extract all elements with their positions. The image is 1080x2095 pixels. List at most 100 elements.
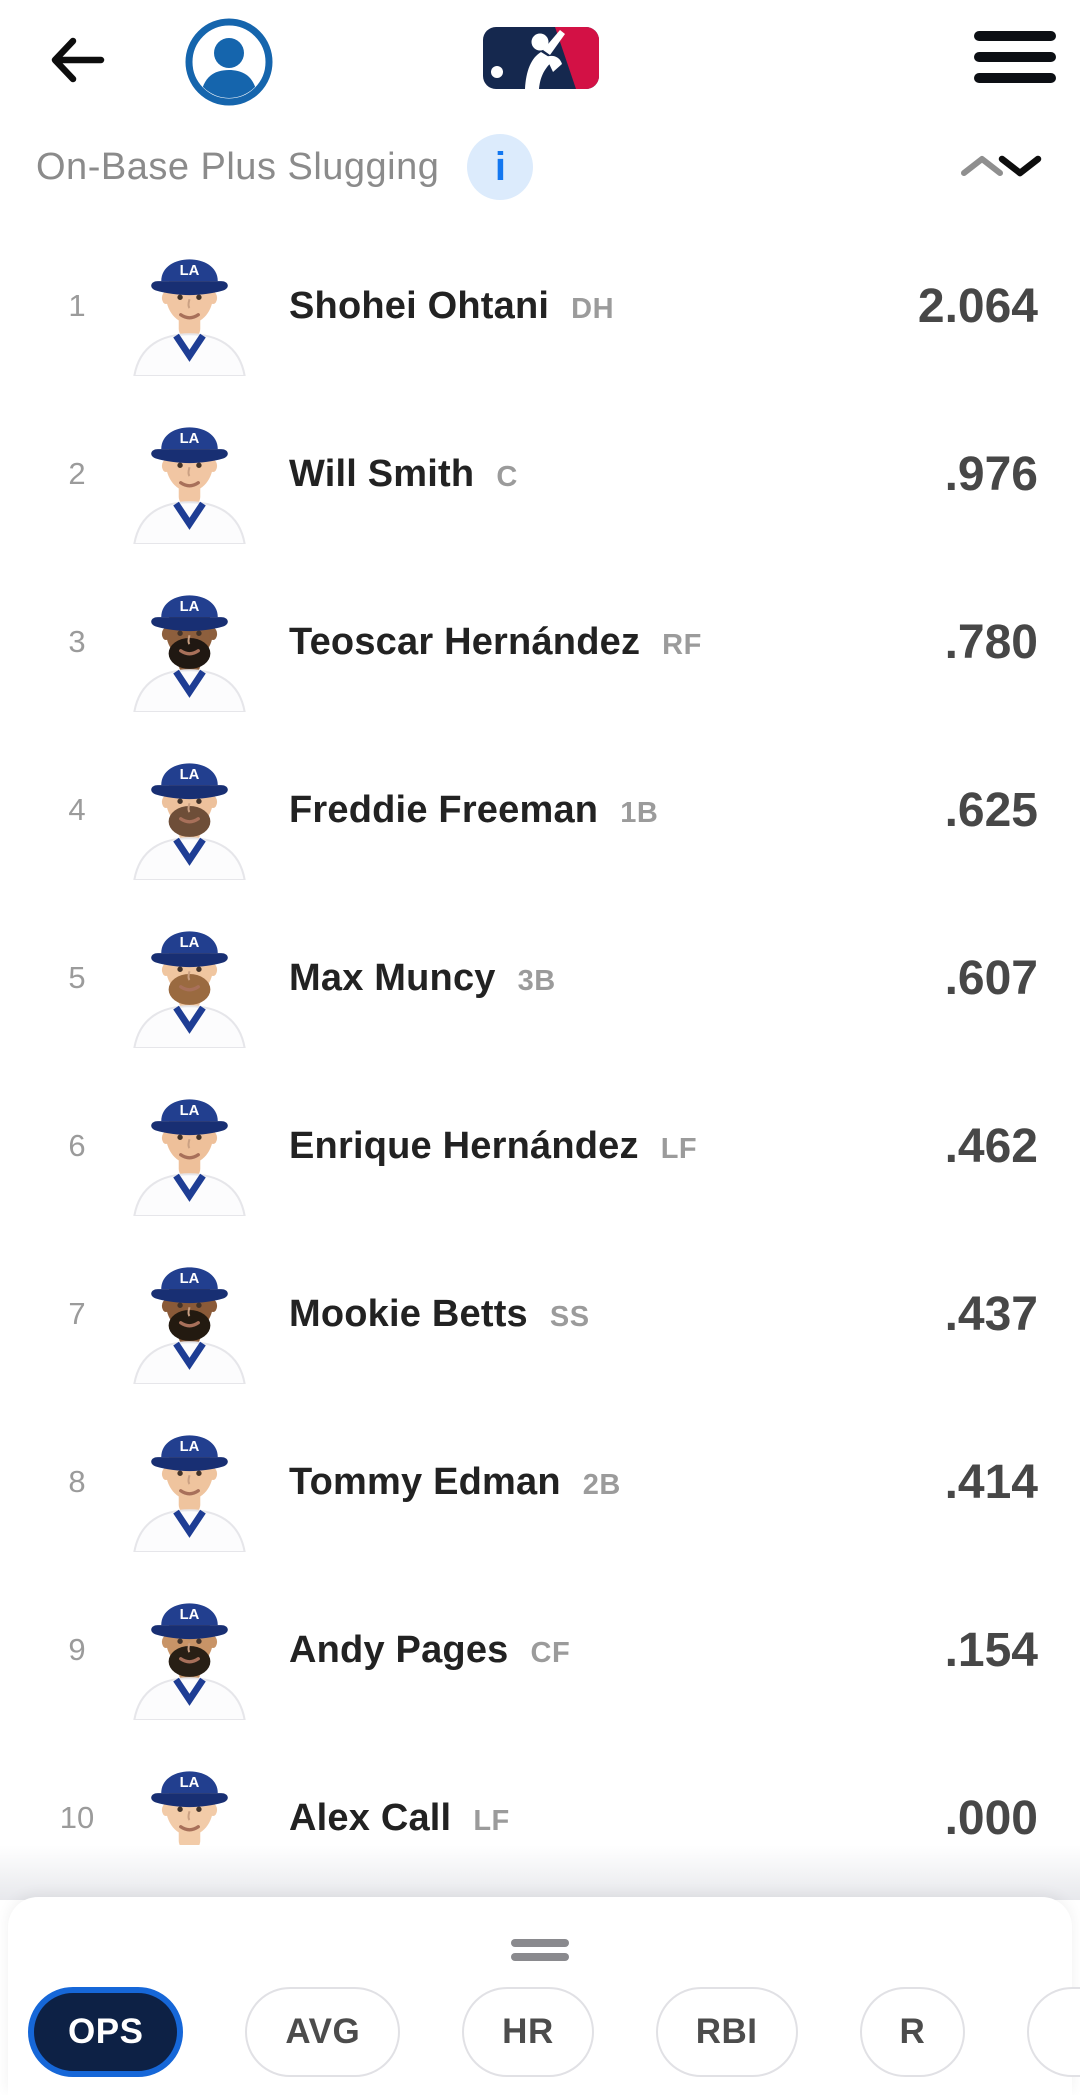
player-row[interactable]: 6 LA Enrique Hernández [0, 1062, 1080, 1230]
player-headshot: LA [122, 572, 257, 714]
stat-pill[interactable]: AVG [245, 1987, 401, 2077]
player-rank: 4 [68, 792, 86, 827]
player-name: Mookie Betts [289, 1292, 528, 1335]
stat-pill[interactable]: OPS [28, 1987, 184, 2077]
player-name: Enrique Hernández [289, 1124, 639, 1167]
svg-text:LA: LA [180, 1607, 200, 1623]
player-position: C [496, 460, 518, 493]
player-name: Alex Call [289, 1796, 452, 1839]
top-bar [0, 0, 1080, 118]
svg-text:LA: LA [180, 1439, 200, 1455]
chevron-down-icon [996, 155, 1044, 183]
info-icon: i [494, 144, 506, 189]
player-stat-value: .154 [944, 1623, 1038, 1677]
player-stat-value: .780 [944, 615, 1038, 669]
mlb-logo [483, 27, 599, 89]
player-row[interactable]: 4 LA Freddie Freeman [0, 726, 1080, 894]
player-headshot: LA [122, 404, 257, 546]
stat-title: On-Base Plus Slugging [36, 145, 440, 188]
player-rank: 3 [68, 624, 86, 659]
chevron-up-icon [958, 155, 1006, 183]
player-headshot: LA [122, 1076, 257, 1218]
stat-pill-label: R [899, 2012, 926, 2051]
player-headshot: LA [122, 236, 257, 378]
player-stat-value: .607 [944, 951, 1038, 1005]
player-name: Tommy Edman [289, 1460, 561, 1503]
player-name: Teoscar Hernández [289, 620, 641, 663]
bottom-sheet: OPS AVG HR RBI R [8, 1897, 1080, 2095]
stat-pills: OPS AVG HR RBI R [28, 1987, 1080, 2077]
player-rank: 2 [68, 456, 86, 491]
svg-text:LA: LA [180, 431, 200, 447]
player-stat-value: .625 [944, 783, 1038, 837]
player-headshot: LA [122, 908, 257, 1050]
player-position: CF [530, 1636, 571, 1669]
stat-pill[interactable]: RBI [655, 1987, 798, 2077]
svg-text:LA: LA [180, 1271, 200, 1287]
sort-control [958, 152, 1044, 183]
svg-text:LA: LA [180, 263, 200, 279]
menu-button[interactable] [974, 31, 1056, 83]
player-position: SS [549, 1300, 590, 1333]
player-stat-value: .414 [944, 1455, 1038, 1509]
player-stat-value: .976 [944, 447, 1038, 501]
drag-handle[interactable] [511, 1939, 569, 1961]
svg-text:LA: LA [180, 1775, 200, 1791]
stat-pill-label: AVG [285, 2012, 361, 2051]
player-headshot: LA [122, 1412, 257, 1554]
player-name: Shohei Ohtani [289, 284, 550, 327]
player-position: 2B [582, 1468, 621, 1501]
player-name: Andy Pages [289, 1628, 509, 1671]
arrow-left-icon [49, 37, 105, 87]
player-headshot: LA [122, 740, 257, 882]
player-rank: 6 [68, 1128, 86, 1163]
stat-pill-label: HR [502, 2012, 554, 2051]
player-rank: 9 [68, 1632, 86, 1667]
svg-text:LA: LA [180, 767, 200, 783]
player-row[interactable]: 7 LA Mookie Betts [0, 1230, 1080, 1398]
player-stat-value: .000 [944, 1791, 1038, 1845]
player-headshot: LA [122, 1244, 257, 1386]
player-rank: 7 [68, 1296, 86, 1331]
player-row[interactable]: 1 LA Shohei Ohtani [0, 222, 1080, 390]
player-stat-value: .462 [944, 1119, 1038, 1173]
profile-button[interactable] [185, 18, 273, 106]
player-name: Freddie Freeman [289, 788, 599, 831]
player-position: LF [473, 1804, 510, 1837]
svg-text:LA: LA [180, 935, 200, 951]
player-row[interactable]: 5 LA Max Muncy 3 [0, 894, 1080, 1062]
stat-pill-label: OPS [68, 2012, 144, 2051]
player-row[interactable]: 3 LA Teoscar Hernández [0, 558, 1080, 726]
player-position: 1B [620, 796, 659, 829]
player-position: RF [662, 628, 702, 661]
player-stat-value: .437 [944, 1287, 1038, 1341]
player-position: 3B [517, 964, 556, 997]
stat-pill[interactable]: R [859, 1987, 966, 2077]
back-button[interactable] [48, 36, 106, 86]
player-position: LF [660, 1132, 698, 1165]
info-button[interactable]: i [467, 134, 534, 200]
player-position: DH [571, 292, 615, 325]
stat-pill[interactable] [1027, 1987, 1080, 2077]
person-circle-icon [185, 18, 273, 109]
player-rank: 10 [59, 1800, 95, 1835]
svg-text:LA: LA [180, 599, 200, 615]
player-stat-value: 2.064 [917, 279, 1038, 333]
player-list: 1 LA Shohei Ohtani [0, 222, 1080, 1902]
sheet-backdrop-shadow [0, 1845, 1080, 1900]
player-rank: 1 [68, 288, 86, 323]
stat-pill[interactable]: HR [462, 1987, 594, 2077]
player-row[interactable]: 2 LA Will Smith [0, 390, 1080, 558]
sort-asc-button[interactable] [958, 152, 1006, 183]
stat-header: On-Base Plus Slugging i [0, 128, 1080, 206]
player-row[interactable]: 9 LA Andy Pages [0, 1566, 1080, 1734]
svg-text:LA: LA [180, 1103, 200, 1119]
player-name: Max Muncy [289, 956, 496, 999]
player-row[interactable]: 8 LA Tommy Edman [0, 1398, 1080, 1566]
stat-pill-label: RBI [695, 2012, 758, 2051]
player-name: Will Smith [289, 452, 475, 495]
player-rank: 8 [68, 1464, 86, 1499]
player-rank: 5 [68, 960, 86, 995]
sort-desc-button[interactable] [996, 152, 1044, 183]
player-headshot: LA [122, 1580, 257, 1722]
